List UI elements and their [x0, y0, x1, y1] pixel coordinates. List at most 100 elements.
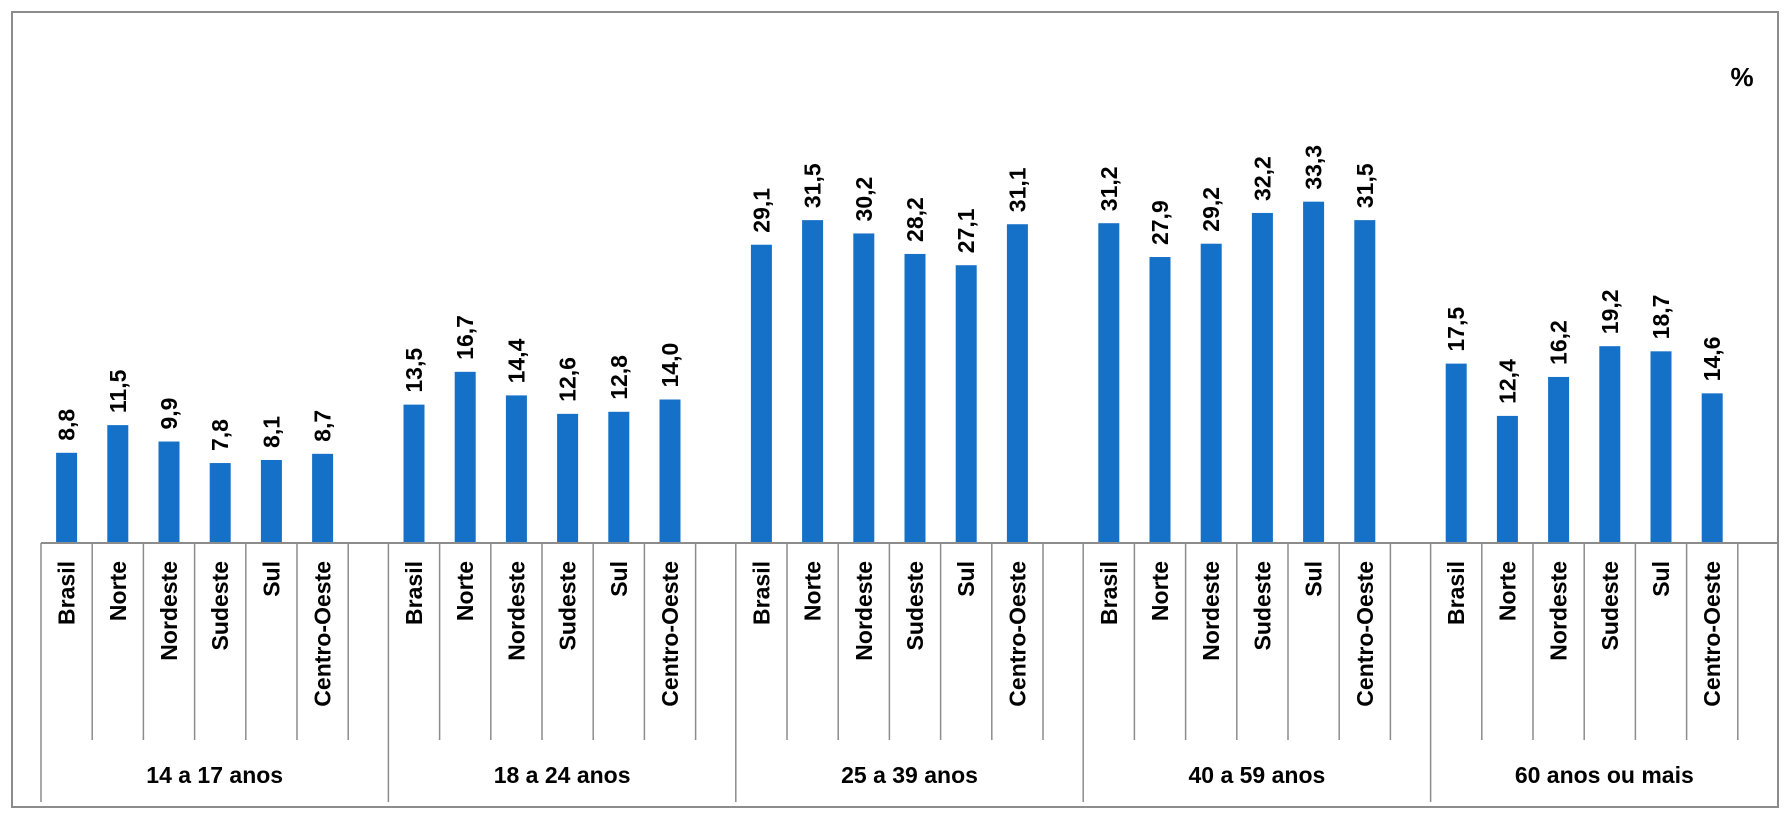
bar: [1251, 212, 1273, 543]
category-label: Centro-Oeste: [1004, 561, 1030, 707]
category-label: Norte: [105, 561, 131, 621]
bar: [1701, 393, 1723, 543]
bar: [1599, 346, 1621, 543]
chart-border: [11, 11, 1779, 808]
category-label: Nordeste: [1546, 561, 1572, 661]
bar: [158, 441, 180, 543]
category-label: Sul: [258, 561, 284, 597]
bar: [1149, 257, 1171, 543]
group-label: 40 a 59 anos: [1188, 762, 1325, 788]
value-label: 14,0: [657, 343, 683, 388]
value-label: 14,6: [1699, 337, 1725, 382]
group-label: 60 anos ou mais: [1515, 762, 1694, 788]
bar: [1445, 363, 1467, 543]
bar: [56, 452, 78, 543]
group-label: 25 a 39 anos: [841, 762, 978, 788]
bar: [1650, 351, 1672, 543]
value-label: 29,1: [748, 188, 774, 233]
value-label: 18,7: [1648, 295, 1674, 340]
value-label: 12,4: [1494, 359, 1520, 404]
unit-label: %: [1730, 62, 1753, 92]
bar: [802, 220, 824, 543]
category-label: Sul: [1648, 561, 1674, 597]
bar: [750, 244, 772, 543]
category-label: Sudeste: [1597, 561, 1623, 650]
bar: [853, 233, 875, 543]
bar: [1548, 376, 1570, 543]
bar: [454, 371, 476, 543]
category-label: Centro-Oeste: [1352, 561, 1378, 707]
value-label: 8,8: [54, 409, 80, 441]
labels-layer: 8,8 Brasil 11,5 Norte 9,9 Nordeste 7,8 Sudeste 8…: [54, 145, 1726, 788]
bar: [557, 413, 579, 543]
bar: [209, 463, 231, 543]
value-label: 33,3: [1301, 145, 1327, 190]
bar: [1354, 220, 1376, 543]
bar: [505, 395, 527, 543]
category-label: Nordeste: [851, 561, 877, 661]
category-label: Nordeste: [156, 561, 182, 661]
bar: [107, 425, 129, 543]
category-label: Nordeste: [1198, 561, 1224, 661]
value-label: 27,1: [953, 208, 979, 253]
category-label: Sul: [1301, 561, 1327, 597]
value-label: 12,6: [555, 357, 581, 402]
category-label: Brasil: [1096, 561, 1122, 625]
value-label: 29,2: [1198, 187, 1224, 232]
value-label: 31,5: [800, 163, 826, 208]
value-label: 12,8: [606, 355, 632, 400]
bar: [1303, 201, 1325, 544]
category-label: Brasil: [401, 561, 427, 625]
bar: [904, 253, 926, 543]
category-label: Norte: [1147, 561, 1173, 621]
category-label: Norte: [1494, 561, 1520, 621]
bar: [1200, 243, 1222, 543]
value-label: 31,1: [1004, 167, 1030, 212]
value-label: 16,2: [1546, 320, 1572, 365]
bars-layer: [56, 201, 1723, 544]
value-label: 31,2: [1096, 166, 1122, 211]
value-label: 8,7: [310, 410, 336, 442]
value-label: 14,4: [503, 338, 529, 383]
category-label: Centro-Oeste: [310, 561, 336, 707]
axis-layer: [40, 542, 1779, 802]
category-label: Sul: [953, 561, 979, 597]
value-label: 27,9: [1147, 200, 1173, 245]
category-label: Sudeste: [902, 561, 928, 650]
bar: [1006, 224, 1028, 543]
category-label: Centro-Oeste: [657, 561, 683, 707]
group-label: 18 a 24 anos: [494, 762, 631, 788]
bar: [403, 404, 425, 543]
bar: [955, 265, 977, 543]
value-label: 30,2: [851, 177, 877, 222]
category-label: Nordeste: [503, 561, 529, 661]
category-label: Norte: [800, 561, 826, 621]
value-label: 9,9: [156, 398, 182, 430]
category-label: Sudeste: [555, 561, 581, 650]
value-label: 32,2: [1249, 156, 1275, 201]
bar: [312, 453, 334, 543]
category-label: Sul: [606, 561, 632, 597]
category-label: Brasil: [1443, 561, 1469, 625]
category-label: Brasil: [748, 561, 774, 625]
bar: [659, 399, 681, 543]
value-label: 28,2: [902, 197, 928, 242]
value-label: 11,5: [105, 369, 131, 413]
value-label: 7,8: [207, 419, 233, 451]
value-label: 17,5: [1443, 307, 1469, 352]
bar: [1098, 223, 1120, 543]
category-label: Centro-Oeste: [1699, 561, 1725, 707]
bar: [608, 411, 630, 543]
category-label: Sudeste: [207, 561, 233, 650]
category-label: Sudeste: [1249, 561, 1275, 650]
value-label: 8,1: [258, 416, 284, 448]
category-label: Norte: [452, 561, 478, 621]
bar: [260, 459, 282, 543]
group-label: 14 a 17 anos: [146, 762, 283, 788]
value-label: 16,7: [452, 315, 478, 360]
value-label: 13,5: [401, 348, 427, 393]
value-label: 31,5: [1352, 163, 1378, 208]
value-label: 19,2: [1597, 289, 1623, 334]
